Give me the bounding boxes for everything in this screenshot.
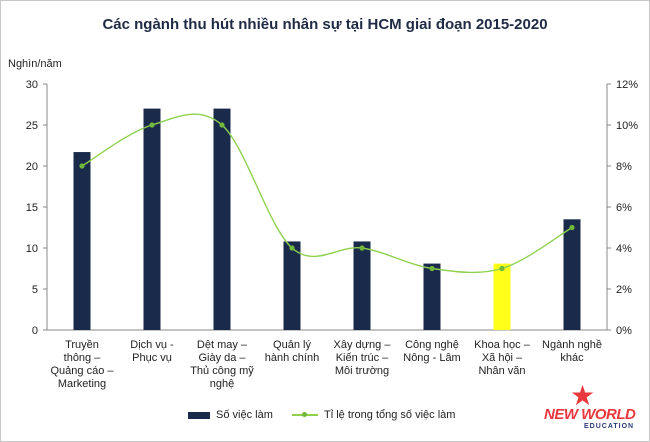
category-label: Quản lý bbox=[273, 339, 311, 351]
star-icon: ★ bbox=[570, 380, 596, 411]
ratio-line bbox=[81, 113, 573, 274]
y-tick-label: 5 bbox=[32, 284, 38, 296]
category-label: Ngành nghề bbox=[542, 339, 602, 351]
category-label: Công nghệ bbox=[405, 339, 459, 351]
y2-tick-label: 0% bbox=[616, 325, 632, 337]
legend-line-label: Tỉ lệ trong tổng số việc làm bbox=[324, 409, 456, 421]
bar-3 bbox=[283, 241, 301, 330]
category-label: Kiến trúc – bbox=[336, 352, 389, 364]
logo-text: NEW WORLD bbox=[544, 406, 636, 423]
category-label: Marketing bbox=[58, 378, 106, 390]
legend-bar-swatch bbox=[188, 411, 210, 419]
category-label: Giày da – bbox=[198, 352, 246, 364]
y2-tick-label: 4% bbox=[616, 243, 632, 255]
brand-logo: ★ NEW WORLD EDUCATION bbox=[544, 382, 640, 434]
category-label: Nông - Lâm bbox=[403, 352, 460, 364]
bar-6 bbox=[493, 263, 511, 330]
category-label: Thủ công mỹ bbox=[190, 365, 254, 377]
category-label: Phục vụ bbox=[132, 352, 172, 364]
y2-tick-label: 10% bbox=[616, 120, 638, 132]
y-tick-label: 15 bbox=[26, 202, 38, 214]
ratio-point-2 bbox=[219, 122, 225, 128]
category-label: Khoa học – bbox=[474, 339, 531, 351]
category-label: Môi trường bbox=[335, 365, 389, 377]
category-label: Quảng cáo – bbox=[51, 365, 115, 377]
bar-0 bbox=[73, 152, 91, 330]
category-label: thông – bbox=[64, 352, 102, 364]
ratio-point-6 bbox=[499, 265, 505, 272]
ratio-point-3 bbox=[289, 245, 295, 251]
category-label: Xã hội – bbox=[482, 352, 523, 364]
ratio-point-4 bbox=[359, 245, 365, 251]
bar-2 bbox=[213, 108, 231, 330]
y-tick-label: 20 bbox=[26, 161, 38, 173]
y-tick-label: 10 bbox=[26, 243, 38, 255]
ratio-point-0 bbox=[79, 163, 85, 169]
ratio-point-7 bbox=[569, 224, 575, 231]
category-label: Dịch vụ - bbox=[130, 339, 174, 351]
y2-tick-label: 8% bbox=[616, 161, 632, 173]
legend-line-swatch bbox=[292, 410, 318, 420]
y2-tick-label: 12% bbox=[616, 79, 638, 91]
bar-1 bbox=[143, 108, 161, 330]
logo-subtext: EDUCATION bbox=[584, 423, 635, 430]
category-label: Nhân văn bbox=[478, 365, 525, 377]
bar-5 bbox=[423, 263, 441, 330]
legend-item-bars: Số việc làm bbox=[188, 409, 273, 421]
category-label: khác bbox=[560, 352, 584, 364]
y-tick-label: 30 bbox=[26, 79, 38, 91]
legend-bar-label: Số việc làm bbox=[216, 409, 273, 421]
category-label: Xây dựng – bbox=[334, 339, 392, 351]
ratio-point-5 bbox=[429, 265, 435, 272]
y-tick-label: 25 bbox=[26, 120, 38, 132]
legend-item-line: Tỉ lệ trong tổng số việc làm bbox=[292, 409, 455, 421]
y-axis-label: Nghìn/năm bbox=[8, 58, 62, 70]
category-label: hành chính bbox=[265, 352, 319, 364]
category-label: nghệ bbox=[210, 378, 234, 390]
category-label: Dệt may – bbox=[197, 339, 248, 351]
bar-7 bbox=[563, 219, 581, 330]
bar-4 bbox=[353, 241, 371, 330]
y-tick-label: 0 bbox=[32, 325, 38, 337]
category-label: Truyền bbox=[65, 339, 99, 351]
chart-title: Các ngành thu hút nhiều nhân sự tại HCM … bbox=[102, 16, 548, 33]
ratio-point-1 bbox=[149, 122, 155, 128]
chart-legend: Số việc làm Tỉ lệ trong tổng số việc làm bbox=[0, 409, 650, 427]
y2-tick-label: 2% bbox=[616, 284, 632, 296]
y2-tick-label: 6% bbox=[616, 202, 632, 214]
